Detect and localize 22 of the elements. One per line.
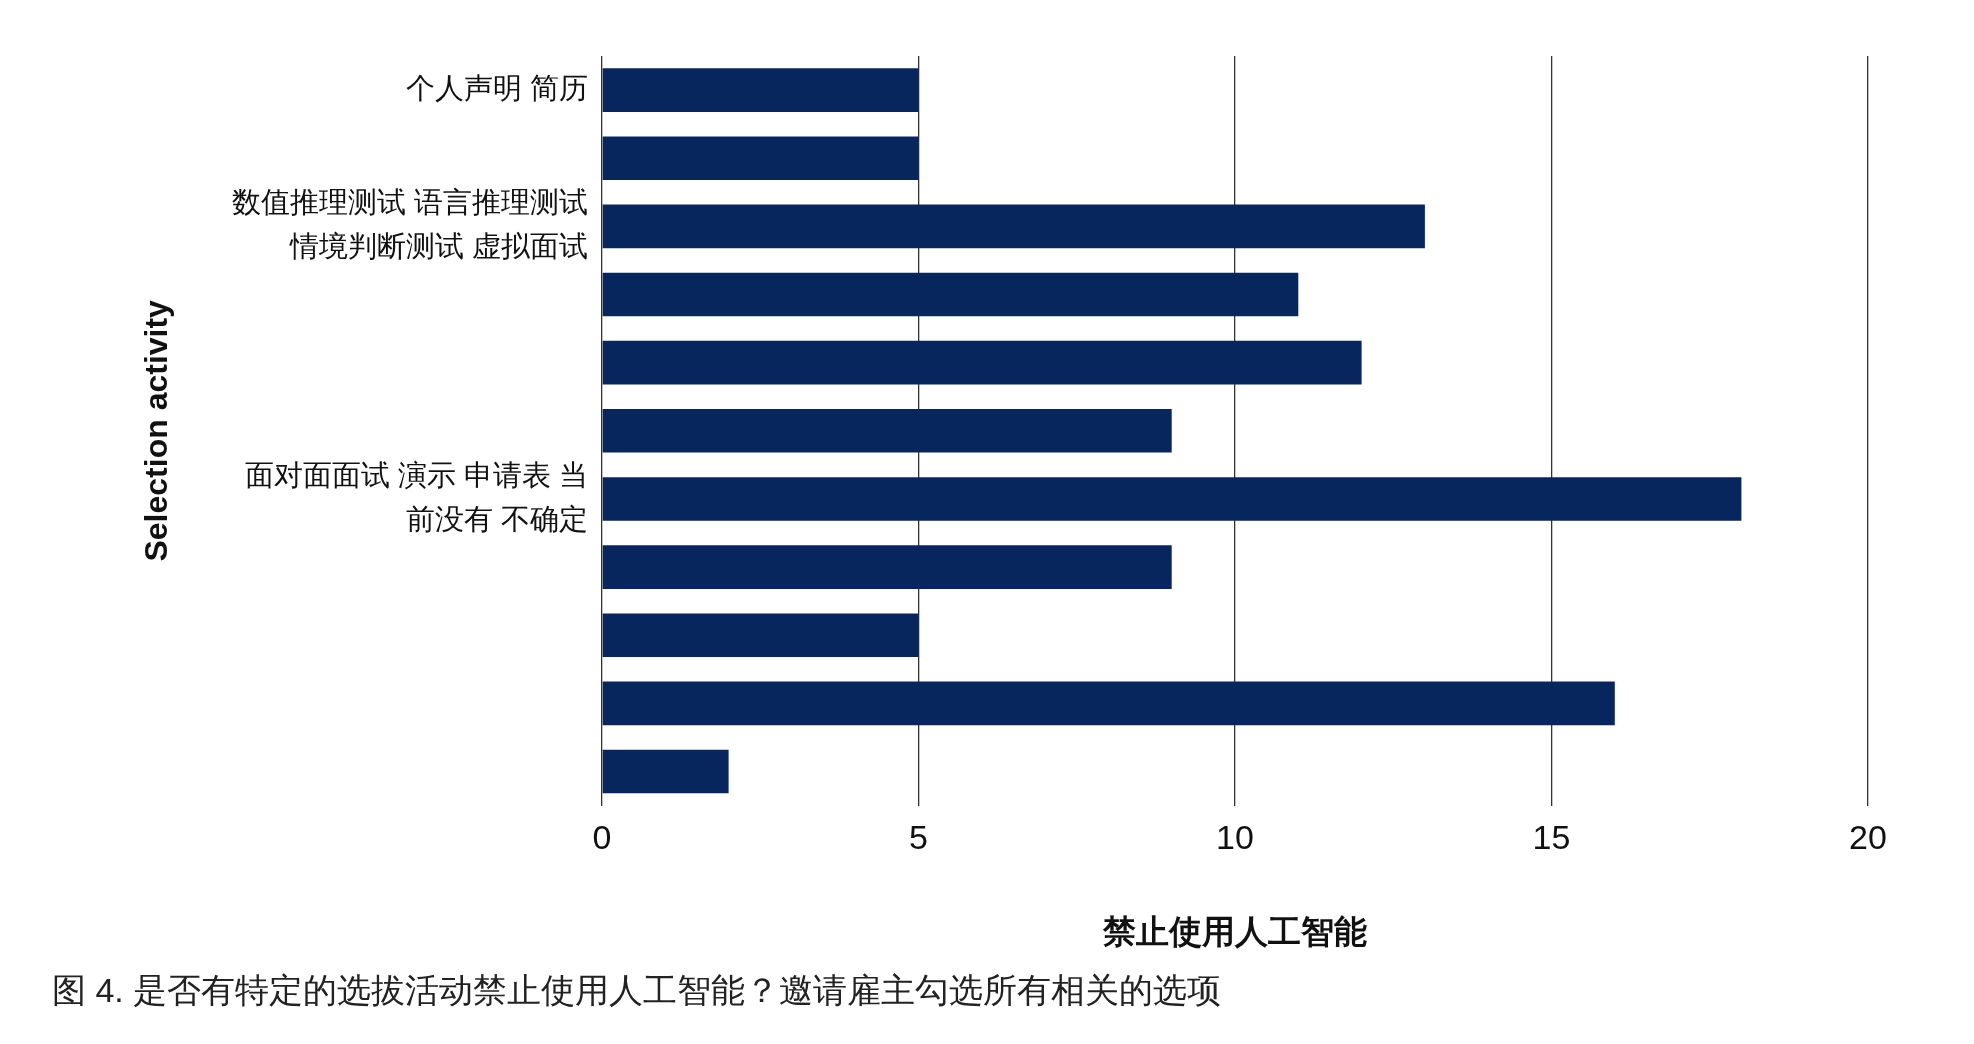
bar <box>602 136 919 181</box>
bar <box>602 204 1425 249</box>
bar <box>602 68 919 112</box>
bar <box>602 545 1172 589</box>
bar <box>602 613 919 658</box>
x-tick-label: 5 <box>909 818 928 857</box>
caption: 图 4. 是否有特定的选拔活动禁止使用人工智能？邀请雇主勾选所有相关的选项 <box>52 970 1223 1011</box>
x-tick-label: 20 <box>1849 818 1887 857</box>
y-axis-title: Selection activity <box>137 299 174 562</box>
x-tick-label: 15 <box>1532 818 1571 857</box>
bar <box>602 749 729 794</box>
x-tick-label: 10 <box>1216 818 1254 857</box>
x-tick-label: 0 <box>592 818 612 857</box>
y-tick-label: 面对面面试 演示 申请表 当前没有 不确定 <box>244 458 589 535</box>
bar <box>602 340 1362 385</box>
bar <box>602 477 1742 521</box>
x-axis-title: 禁止使用人工智能 <box>1102 913 1367 951</box>
bar <box>602 681 1615 726</box>
bar <box>602 272 1299 317</box>
y-tick-label: 数值推理测试 语言推理测试情境判断测试 虚拟面试 <box>231 186 589 263</box>
bar <box>602 408 1172 453</box>
y-tick-label: 个人声明 简历 <box>405 72 589 105</box>
